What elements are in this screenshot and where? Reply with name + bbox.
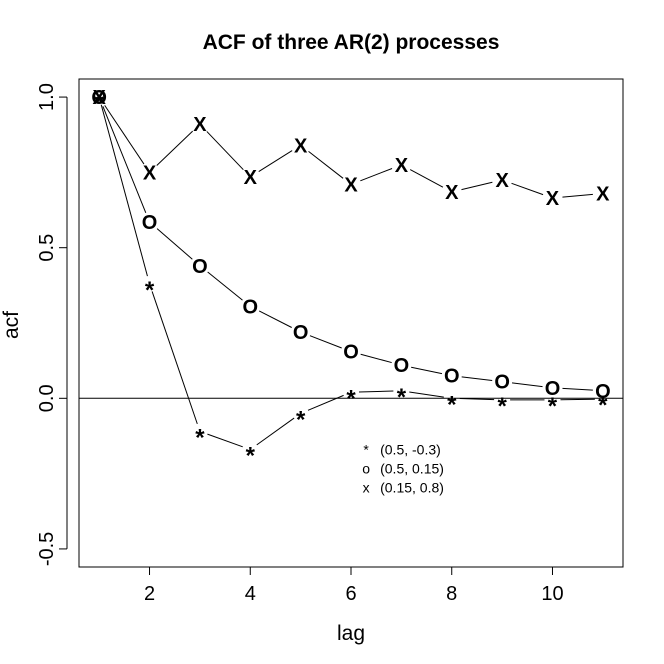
legend-label: (0.5, 0.15) xyxy=(380,461,444,477)
series-2-point: O xyxy=(394,355,410,377)
series-2-point: O xyxy=(343,342,359,364)
series-3-segment xyxy=(206,131,244,171)
series-3-segment xyxy=(409,169,444,188)
series-2-point: O xyxy=(293,322,309,344)
series-1-point: * xyxy=(397,384,407,411)
series-1-segment xyxy=(100,104,148,277)
series-3-segment xyxy=(511,182,544,196)
series-3-point: X xyxy=(244,167,258,189)
x-axis: 2 4 6 8 10 xyxy=(144,566,564,605)
series-1: * * * * * * * * * * * xyxy=(94,90,608,469)
legend-symbol: * xyxy=(363,442,369,458)
series-3-segment xyxy=(562,193,593,198)
series-3-segment xyxy=(461,181,493,191)
y-axis-label: acf xyxy=(0,311,23,339)
series-3: X X X X X X X X X X X xyxy=(92,87,610,210)
series-2-segment xyxy=(511,382,543,388)
series-2-segment xyxy=(102,106,147,213)
x-tick-label: 8 xyxy=(446,583,457,605)
series-2-point: O xyxy=(242,296,258,318)
legend-label: (0.5, -0.3) xyxy=(380,442,441,458)
series-3-segment xyxy=(258,150,293,173)
series-1-point: * xyxy=(296,406,306,433)
series-2-point: O xyxy=(595,381,611,403)
x-tick-label: 2 xyxy=(144,583,155,605)
x-axis-label: lag xyxy=(337,622,365,645)
plot-frame xyxy=(78,78,624,568)
series-1-point: * xyxy=(195,424,205,451)
series-1-segment xyxy=(256,417,295,446)
series-2-point: O xyxy=(444,366,460,388)
series-1-segment xyxy=(409,391,444,398)
legend: * (0.5, -0.3) o (0.5, 0.15) x (0.15, 0.8) xyxy=(362,442,444,496)
series-2-point: O xyxy=(494,372,510,394)
series-3-point: X xyxy=(445,182,459,204)
series-3-segment xyxy=(308,151,344,179)
series-3-point: X xyxy=(495,170,509,192)
y-tick-label: -0.5 xyxy=(36,532,58,566)
series-3-point: X xyxy=(92,87,106,109)
legend-label: (0.15, 0.8) xyxy=(380,480,444,496)
series-2-segment xyxy=(156,228,193,260)
chart-title: ACF of three AR(2) processes xyxy=(203,31,500,54)
series-1-point: * xyxy=(497,393,507,420)
y-tick-label: 0.5 xyxy=(36,234,58,262)
legend-symbol: o xyxy=(362,461,370,477)
series-2-segment xyxy=(258,310,292,328)
series-3-point: X xyxy=(193,114,207,136)
series-3-point: X xyxy=(294,135,308,157)
series-1-point: * xyxy=(447,391,457,418)
x-tick-label: 4 xyxy=(245,583,256,605)
series-3-point: X xyxy=(596,183,610,205)
series-1-segment xyxy=(358,390,394,393)
series-1-point: * xyxy=(94,90,104,117)
series-1-segment xyxy=(207,433,243,448)
series-3-point: X xyxy=(395,155,409,177)
series-3-point: X xyxy=(143,162,157,184)
series-1-segment xyxy=(151,291,198,425)
series-3-point: X xyxy=(546,188,560,210)
x-tick-label: 6 xyxy=(345,583,356,605)
x-tick-label: 10 xyxy=(541,583,563,605)
series-2-point: O xyxy=(192,256,208,278)
series-2-segment xyxy=(461,376,493,382)
series-1-segment xyxy=(459,398,495,401)
y-axis: -0.5 0.0 0.5 1.0 xyxy=(36,83,68,566)
series-1-point: * xyxy=(598,392,608,419)
series-3-segment xyxy=(360,168,393,182)
series-2-segment xyxy=(207,271,243,301)
series-2-point: O xyxy=(545,378,561,400)
series-2-segment xyxy=(360,353,392,364)
series-2-segment xyxy=(411,366,443,375)
legend-symbol: x xyxy=(363,480,370,496)
series-3-segment xyxy=(156,130,194,166)
series-2-segment xyxy=(309,335,342,349)
series-3-segment xyxy=(104,105,145,165)
series-1-point: * xyxy=(548,393,558,420)
series-1-point: * xyxy=(145,277,155,304)
series-3-point: X xyxy=(344,174,358,196)
y-tick-label: 1.0 xyxy=(36,83,58,111)
series-2: O O O O O O O O O O O xyxy=(91,87,610,403)
series-1-segment xyxy=(307,394,344,411)
series-2-point: O xyxy=(91,87,107,109)
series-1-point: * xyxy=(246,443,256,470)
y-tick-label: 0.0 xyxy=(36,384,58,412)
series-1-point: * xyxy=(346,385,356,412)
series-2-point: O xyxy=(142,212,158,234)
series-2-segment xyxy=(562,387,593,391)
